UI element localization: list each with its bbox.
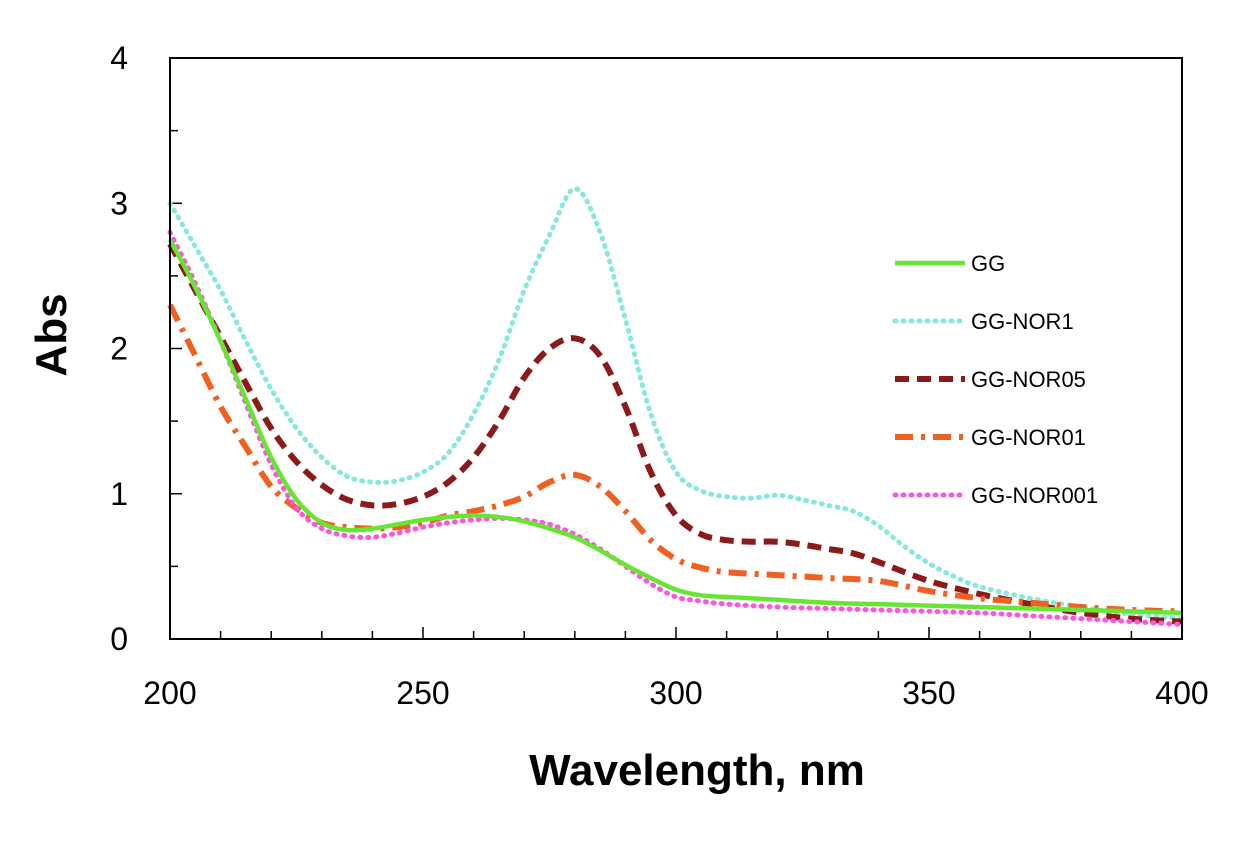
y-tick-label: 3 [110, 185, 128, 221]
series-line-gg [168, 238, 1183, 616]
x-axis-title: Wavelength, nm [529, 746, 865, 795]
legend-label-gg: GG [971, 251, 1005, 276]
minor-ticks [170, 129, 1133, 639]
series-line-gg-nor1 [167, 186, 1185, 622]
y-tick-labels: 0 1 2 3 4 [110, 40, 128, 657]
y-axis-title: Abs [27, 293, 76, 376]
x-tick-label: 300 [649, 675, 702, 711]
series-line-gg-nor001 [167, 229, 1185, 627]
legend-label-gg-nor001: GG-NOR001 [971, 483, 1098, 508]
series-line-gg-nor05 [167, 242, 1183, 625]
x-tick-label: 400 [1155, 675, 1208, 711]
plot-frame [169, 57, 1183, 640]
legend-label-gg-nor05: GG-NOR05 [971, 367, 1086, 392]
x-tick-label: 350 [902, 675, 955, 711]
x-tick-label: 250 [396, 675, 449, 711]
series-layer [167, 186, 1185, 627]
x-tick-labels: 200 250 300 350 400 [143, 675, 1208, 711]
y-tick-label: 1 [110, 476, 128, 512]
x-tick-label: 200 [143, 675, 196, 711]
legend-label-gg-nor01: GG-NOR01 [971, 425, 1086, 450]
y-tick-label: 4 [110, 40, 128, 76]
y-tick-label: 2 [110, 331, 128, 367]
legend: GG GG-NOR1 GG-NOR05 GG-NOR01 GG-NOR001 [892, 251, 1098, 508]
legend-label-gg-nor1: GG-NOR1 [971, 309, 1074, 334]
y-tick-label: 0 [110, 621, 128, 657]
